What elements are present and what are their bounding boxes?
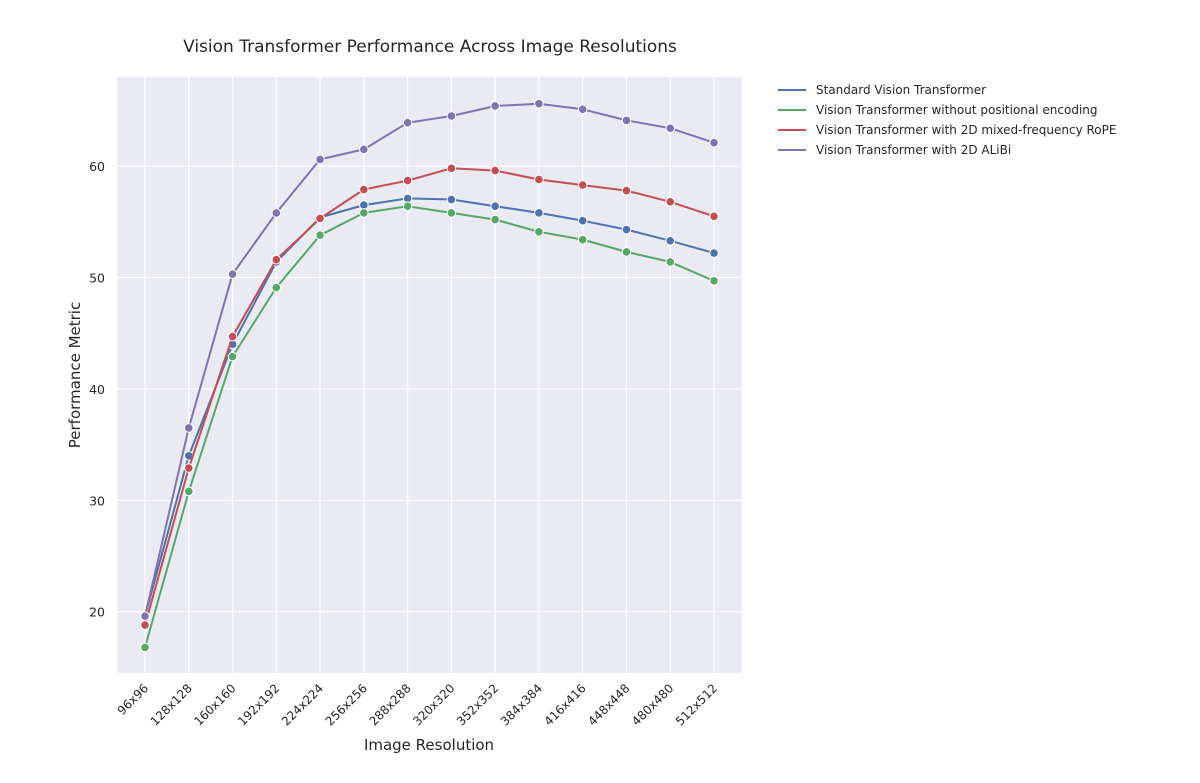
- data-point: [271, 254, 282, 265]
- data-point: [665, 257, 676, 267]
- data-point: [183, 463, 194, 473]
- y-tick-label: 40: [89, 382, 105, 397]
- data-point: [577, 215, 588, 226]
- series-line: [144, 205, 715, 648]
- data-point: [271, 208, 282, 218]
- data-point: [665, 235, 676, 246]
- y-tick-label: 60: [89, 159, 105, 174]
- data-point: [446, 111, 457, 121]
- x-tick-label: 128x128: [148, 681, 195, 728]
- data-point: [315, 213, 325, 224]
- data-point: [621, 185, 632, 196]
- series-layer: [140, 98, 719, 653]
- data-point: [183, 486, 194, 497]
- data-point: [227, 269, 238, 279]
- x-tick-label: 96x96: [115, 681, 152, 718]
- x-axis-label: Image Resolution: [364, 736, 494, 754]
- data-point: [140, 611, 150, 621]
- series-3: [140, 163, 719, 630]
- data-point: [577, 234, 588, 245]
- y-tick-label: 20: [89, 605, 105, 620]
- data-point: [534, 208, 544, 218]
- data-point: [315, 154, 325, 165]
- data-point: [227, 331, 238, 342]
- legend-label: Vision Transformer with 2D ALiBi: [816, 143, 1011, 157]
- y-tick-label: 30: [89, 493, 105, 508]
- x-tick-label: 448x448: [585, 681, 632, 728]
- series-4: [140, 98, 719, 621]
- data-point: [271, 282, 282, 293]
- x-tick-label: 256x256: [323, 681, 370, 728]
- x-tick-label: 288x288: [366, 681, 413, 728]
- x-tick-label: 320x320: [410, 681, 457, 728]
- data-point: [534, 98, 544, 109]
- x-tick-label: 416x416: [541, 681, 588, 728]
- data-point: [315, 230, 325, 240]
- data-point: [621, 247, 632, 257]
- data-point: [490, 201, 500, 212]
- data-point: [709, 248, 719, 258]
- x-tick-label: 480x480: [629, 681, 676, 728]
- data-point: [446, 208, 457, 218]
- data-point: [665, 196, 676, 207]
- data-point: [709, 211, 719, 222]
- data-point: [490, 165, 500, 176]
- data-point: [577, 180, 588, 190]
- data-point: [534, 174, 544, 185]
- data-point: [183, 423, 194, 433]
- data-point: [446, 163, 457, 174]
- data-point: [359, 208, 369, 218]
- chart-title: Vision Transformer Performance Across Im…: [183, 37, 677, 57]
- series-line: [144, 197, 715, 617]
- data-point: [621, 224, 632, 235]
- x-tick-label: 192x192: [235, 681, 282, 728]
- x-tick-label: 352x352: [454, 681, 501, 728]
- legend-label: Standard Vision Transformer: [816, 83, 986, 97]
- data-point: [140, 620, 150, 630]
- x-tick-label: 512x512: [673, 681, 720, 728]
- data-point: [140, 642, 150, 653]
- data-point: [577, 104, 588, 115]
- x-tick-label: 160x160: [191, 681, 238, 728]
- data-point: [490, 101, 500, 111]
- legend-label: Vision Transformer with 2D mixed-frequen…: [816, 123, 1116, 137]
- data-point: [402, 201, 413, 212]
- x-tick-label: 224x224: [279, 681, 326, 728]
- x-tick-label: 384x384: [498, 681, 545, 728]
- series-line: [144, 167, 715, 626]
- data-point: [359, 144, 369, 155]
- data-point: [227, 351, 238, 362]
- data-point: [490, 214, 500, 225]
- data-point: [709, 137, 719, 148]
- data-point: [359, 184, 369, 195]
- data-point: [621, 115, 632, 126]
- series-line: [144, 102, 715, 617]
- data-point: [402, 175, 413, 186]
- data-point: [402, 117, 413, 128]
- legend-label: Vision Transformer without positional en…: [816, 103, 1098, 117]
- data-point: [446, 194, 457, 205]
- data-point: [709, 276, 719, 286]
- y-tick-label: 50: [89, 271, 105, 286]
- y-axis-label: Performance Metric: [66, 302, 84, 448]
- series-2: [140, 201, 719, 653]
- data-point: [665, 123, 676, 134]
- data-point: [534, 227, 544, 237]
- legend: Standard Vision Transformer Vision Transf…: [778, 83, 1116, 157]
